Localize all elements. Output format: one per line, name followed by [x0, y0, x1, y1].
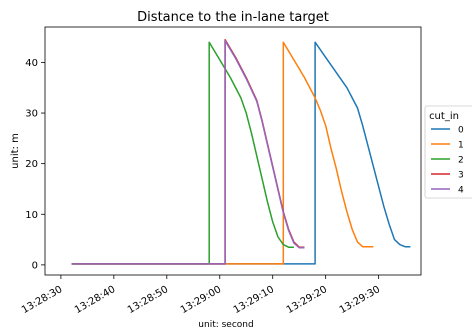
- y-tick-label: 40: [25, 58, 38, 69]
- y-axis: 0 10 20 30 40: [25, 58, 45, 271]
- x-axis-label: unit: second: [198, 320, 253, 329]
- series-line-2: [71, 41, 294, 265]
- legend-label-3: 3: [458, 171, 464, 181]
- x-tick-label: 13:29:20: [285, 284, 329, 316]
- legend: cut_in 0 1 2 3 4: [424, 105, 472, 199]
- legend-items: 0 1 2 3 4: [431, 126, 464, 196]
- x-axis: 13:28:30 13:28:40 13:28:50 13:29:00 13:29:10…: [20, 275, 382, 316]
- y-tick-label: 10: [25, 210, 38, 221]
- series-line-1: [71, 41, 374, 265]
- plot-frame: [44, 26, 422, 276]
- x-tick-label: 13:29:00: [179, 284, 223, 316]
- legend-label-2: 2: [458, 156, 464, 166]
- x-tick-label: 13:29:10: [232, 284, 276, 316]
- x-tick-label: 13:28:30: [20, 284, 64, 316]
- chart-title: Distance to the in-lane target: [137, 10, 329, 25]
- legend-label-0: 0: [458, 126, 464, 136]
- x-tick-label: 13:28:40: [73, 284, 117, 316]
- series-line-0: [71, 41, 411, 265]
- legend-label-4: 4: [458, 186, 464, 196]
- x-tick-label: 13:28:50: [126, 284, 170, 316]
- y-tick-label: 0: [32, 260, 38, 271]
- legend-label-1: 1: [458, 141, 464, 151]
- series-line-4: [71, 39, 305, 265]
- y-tick-label: 20: [25, 159, 38, 170]
- y-tick-label: 30: [25, 109, 38, 120]
- legend-title: cut_in: [429, 111, 459, 122]
- x-tick-label: 13:29:30: [338, 284, 382, 316]
- plot-lines: [71, 38, 411, 265]
- y-axis-label: unit: m: [10, 133, 21, 169]
